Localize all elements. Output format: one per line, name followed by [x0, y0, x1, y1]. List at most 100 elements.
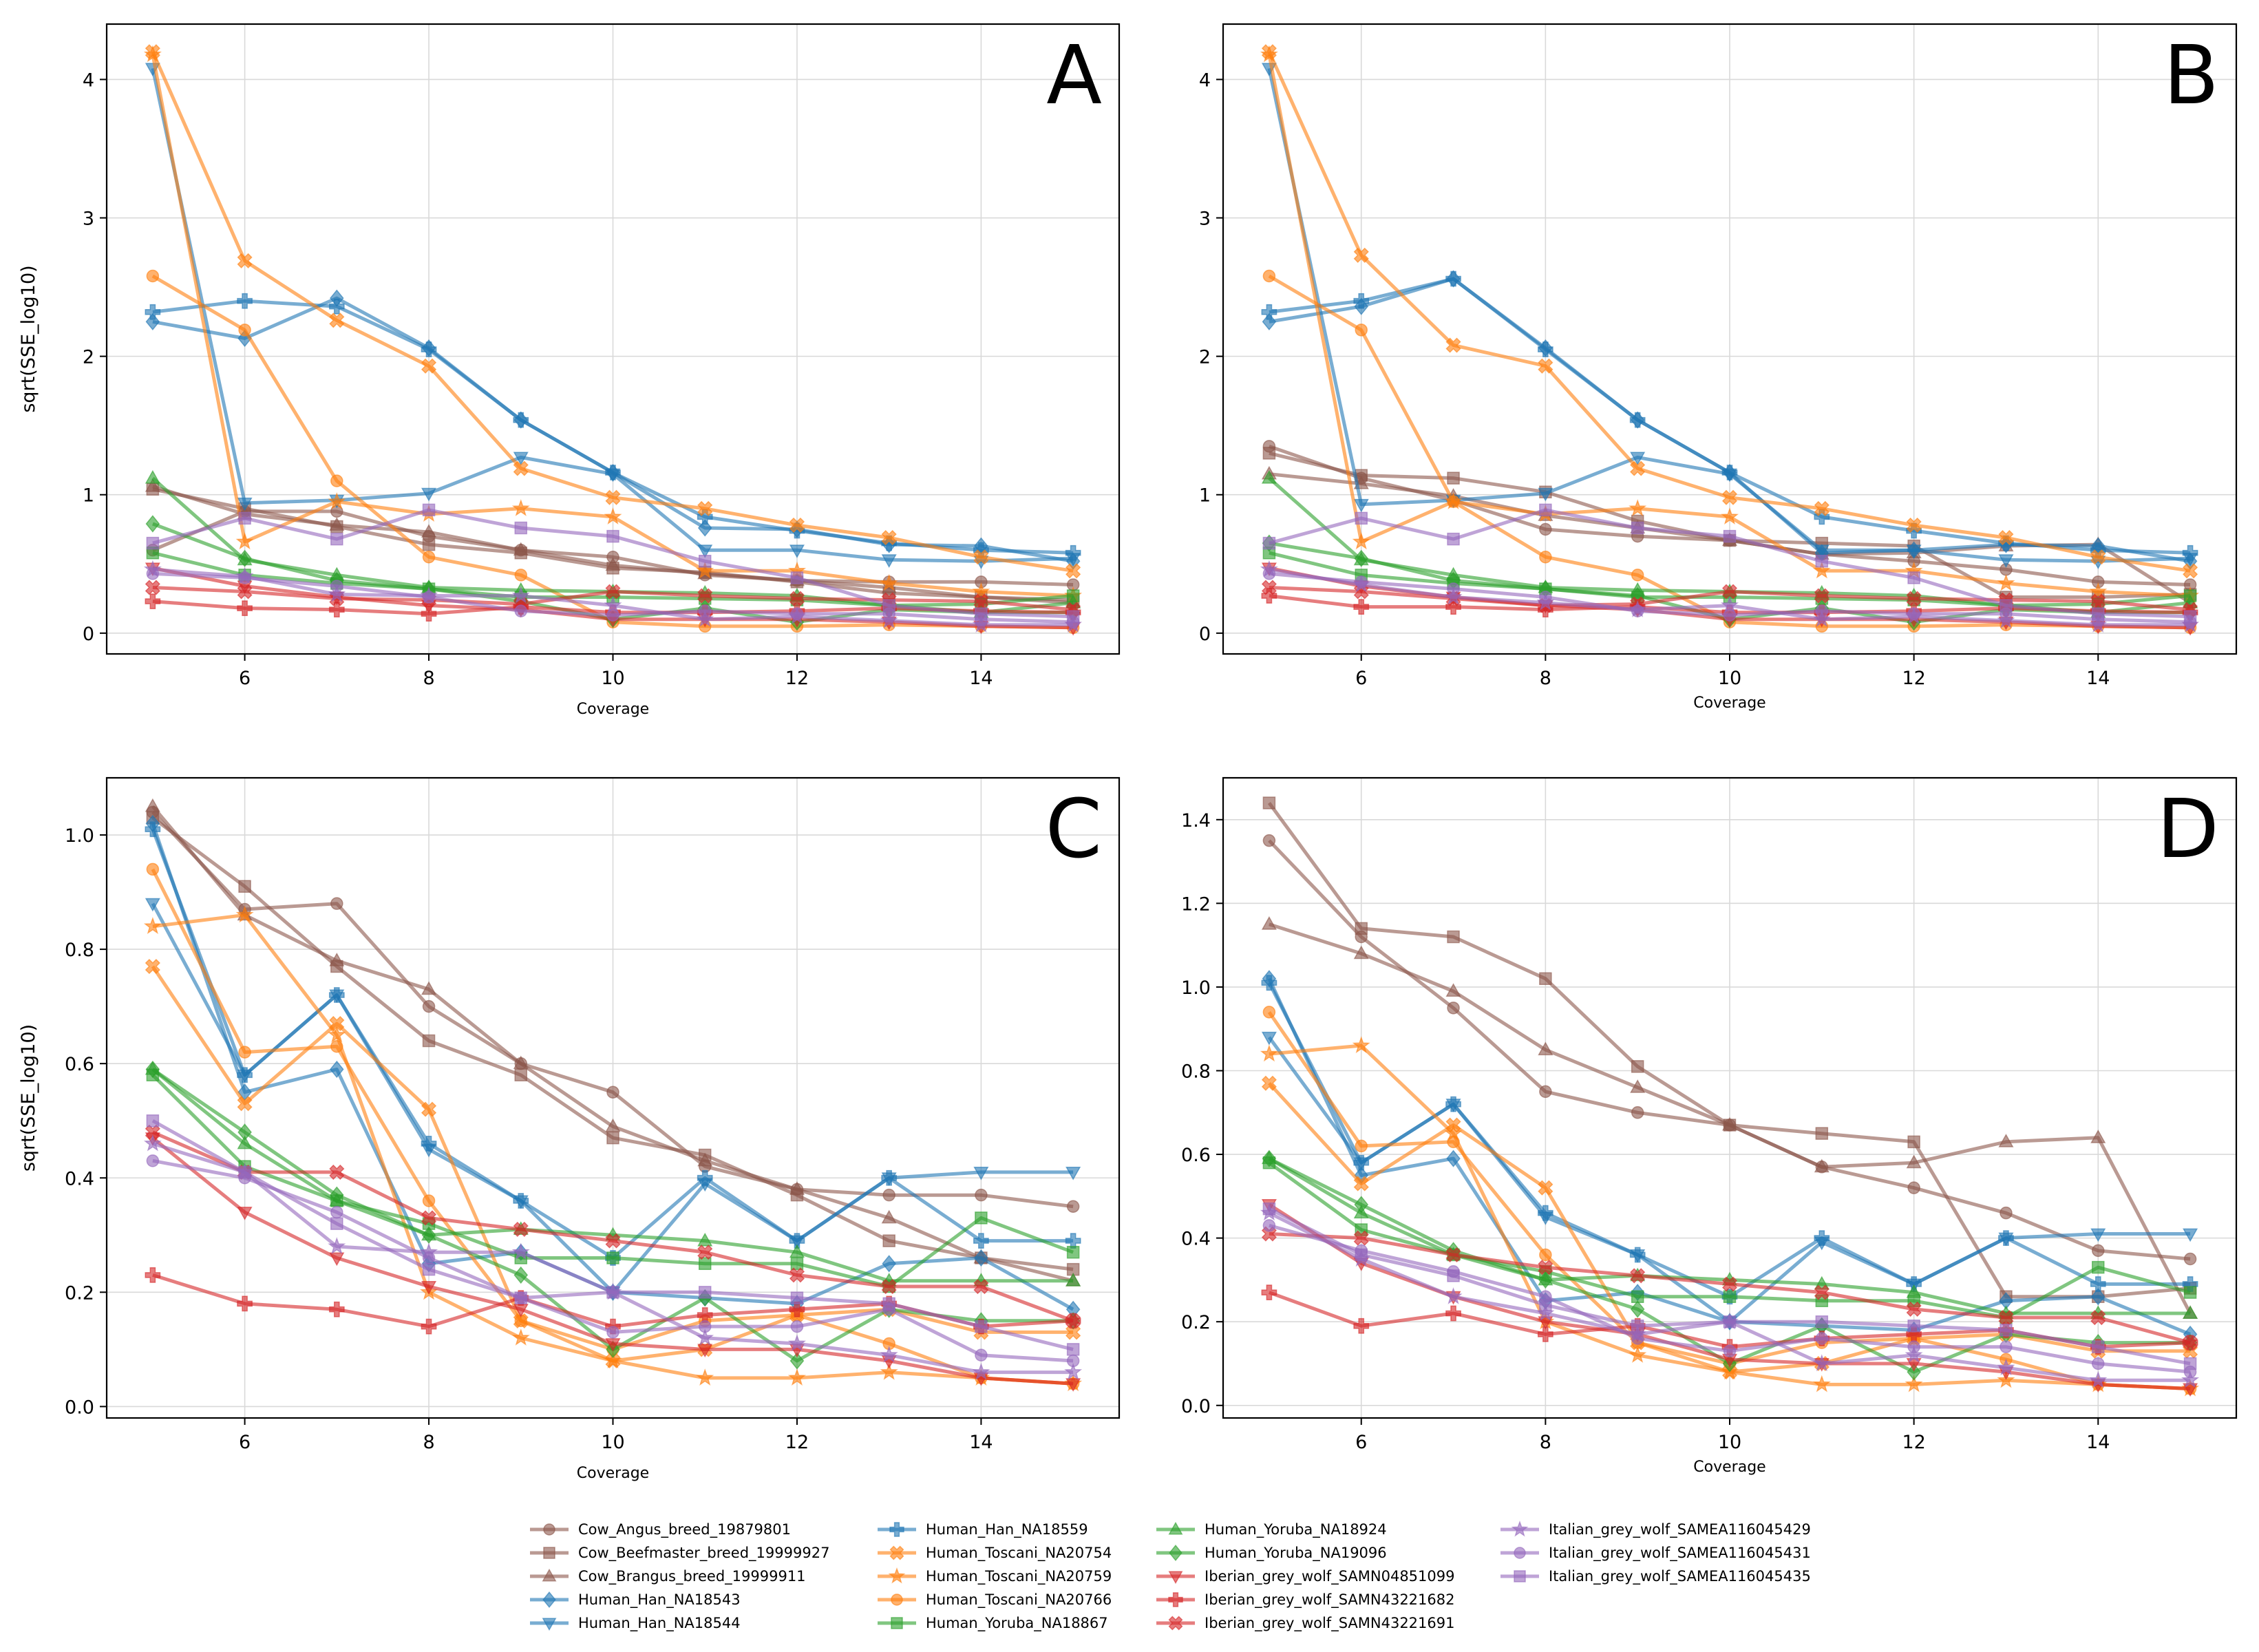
data-point: [1353, 599, 1370, 615]
data-point: [1352, 532, 1370, 550]
data-point: [513, 1266, 529, 1284]
x-tick-label: 12: [785, 1432, 809, 1453]
data-point: [422, 999, 436, 1013]
data-point: [2000, 1206, 2013, 1220]
data-point: [697, 1232, 713, 1247]
legend-label: Human_Han_NA18543: [578, 1591, 741, 1609]
x-tick-label: 8: [423, 1432, 434, 1453]
data-point: [1065, 1166, 1081, 1180]
y-tick-label: 4: [1199, 70, 1211, 91]
data-point: [511, 499, 530, 516]
series-Italian_grey_wolf_SAMEA116045435: [1262, 503, 2197, 623]
legend-marker: [543, 1547, 555, 1559]
data-point: [1812, 1354, 1831, 1372]
data-point: [422, 550, 436, 564]
data-point: [328, 1237, 346, 1255]
data-point: [1539, 1248, 1552, 1262]
data-point: [1629, 499, 1647, 516]
data-point: [974, 1249, 988, 1267]
panel-letter: B: [2163, 28, 2219, 123]
x-tick-label: 10: [601, 668, 624, 689]
data-point: [1066, 1262, 1080, 1276]
y-tick-label: 1.0: [65, 825, 94, 847]
data-point: [1260, 1044, 1278, 1062]
data-point: [2090, 1228, 2106, 1242]
data-point: [1538, 1180, 1553, 1196]
legend-label: Human_Toscani_NA20759: [926, 1568, 1112, 1585]
data-point: [1631, 1332, 1644, 1345]
panel-d: 6 8 10 12 14 0.0 0.2 0.4 0.6 0.8 1.0 1.2 1.4 Coverage…: [1181, 776, 2238, 1476]
data-point: [146, 536, 160, 550]
x-axis-label: Coverage: [1693, 695, 1765, 712]
y-tick-label: 1.0: [1181, 977, 1211, 999]
data-point: [145, 1060, 160, 1079]
data-point: [882, 599, 895, 612]
data-point: [146, 269, 160, 283]
y-tick-label: 2: [83, 347, 94, 368]
x-tick-label: 14: [969, 668, 993, 689]
data-point: [1539, 503, 1552, 517]
legend-marker: [1514, 1570, 1526, 1582]
data-point: [237, 1135, 253, 1150]
data-point: [1444, 1287, 1463, 1304]
data-point: [1539, 522, 1552, 536]
legend-marker: [889, 1522, 904, 1537]
panel-letter: C: [1046, 781, 1102, 876]
data-point: [421, 1210, 437, 1226]
y-tick-label: 1: [83, 485, 94, 507]
legend-entry: Cow_Angus_breed_19879801: [530, 1521, 791, 1538]
data-point: [605, 1338, 621, 1352]
data-point: [329, 313, 345, 328]
legend-label: Cow_Beefmaster_breed_19999927: [578, 1545, 829, 1562]
data-point: [1721, 465, 1738, 480]
series-Italian_grey_wolf_SAMEA116045435: [146, 503, 1080, 623]
ticks: 6 8 10 12 14 0.0 0.2 0.4 0.6 0.8 1.0: [65, 825, 993, 1453]
series-group: [143, 44, 1083, 636]
x-tick-label: 10: [601, 1432, 624, 1453]
data-point: [421, 1318, 437, 1335]
data-point: [2183, 1252, 2197, 1266]
data-point: [2000, 599, 2013, 612]
data-point: [513, 1055, 529, 1070]
data-point: [1723, 529, 1737, 543]
data-point: [1631, 604, 1644, 617]
data-point: [143, 1134, 162, 1152]
data-point: [422, 1262, 436, 1276]
data-point: [145, 313, 160, 331]
y-tick-label: 2: [1199, 347, 1211, 368]
data-point: [1814, 588, 1830, 604]
legend-entry: Human_Yoruba_NA19096: [1156, 1545, 1387, 1562]
data-point: [237, 584, 253, 600]
data-point: [1723, 1344, 1737, 1357]
data-point: [882, 1255, 896, 1273]
x-tick-label: 14: [969, 1432, 993, 1453]
data-point: [1631, 521, 1644, 535]
data-point: [235, 532, 254, 550]
y-tick-label: 0.2: [1181, 1312, 1211, 1333]
data-point: [421, 358, 437, 374]
data-point: [422, 591, 436, 604]
data-point: [1355, 324, 1368, 337]
data-point: [145, 515, 160, 533]
gridlines: [107, 24, 1119, 654]
data-point: [1446, 1150, 1461, 1167]
data-point: [787, 1334, 807, 1352]
x-tick-label: 8: [423, 668, 434, 689]
data-point: [1355, 511, 1368, 525]
data-point: [2183, 1228, 2198, 1242]
data-point: [514, 569, 528, 582]
y-tick-label: 0.6: [1181, 1145, 1211, 1166]
data-point: [697, 544, 713, 558]
data-point: [1354, 549, 1369, 567]
data-point: [1631, 1060, 1644, 1073]
data-point: [1066, 1200, 1080, 1214]
data-point: [696, 1368, 714, 1386]
data-point: [1445, 1305, 1461, 1322]
legend-entry: Human_Toscani_NA20759: [878, 1567, 1112, 1585]
legend-entry: Iberian_grey_wolf_SAMN43221691: [1156, 1615, 1455, 1632]
data-point: [1262, 536, 1276, 550]
legend-marker: [542, 1591, 556, 1608]
data-point: [513, 460, 529, 476]
panel-c: 6 8 10 12 14 0.0 0.2 0.4 0.6 0.8 1.0 Coverage sqrt(S…: [18, 776, 1121, 1482]
